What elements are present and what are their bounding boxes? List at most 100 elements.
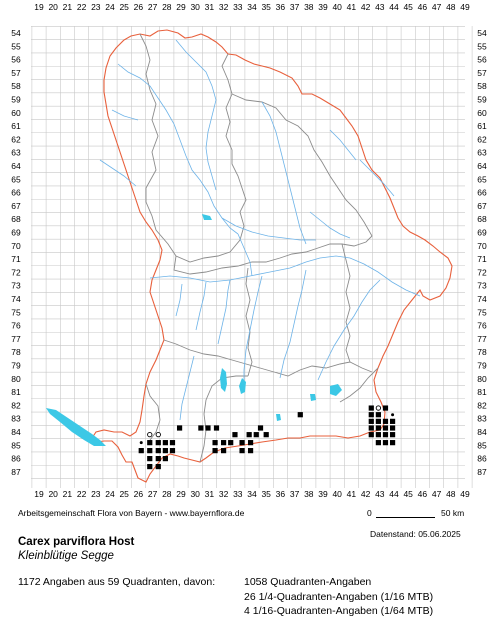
x-grid-label: 37 [290,2,300,12]
occurrence-square [147,463,153,470]
occurrence-square [368,405,374,411]
x-grid-label: 44 [389,2,399,12]
x-grid-label: 41 [347,489,357,499]
y-grid-label: 77 [11,334,21,344]
occurrence-square [162,448,168,454]
occurrence-open-circle [375,405,382,411]
occurrence-small-dot [139,441,143,445]
stat-quadrant-records: 1058 Quadranten-Angaben [244,576,372,588]
y-grid-label: 70 [477,241,487,251]
y-grid-label: 72 [11,267,21,277]
y-grid-label: 64 [11,161,21,171]
x-grid-label: 25 [119,2,129,12]
y-grid-label: 61 [11,121,21,131]
credit-text: Arbeitsgemeinschaft Flora von Bayern - w… [18,508,245,518]
x-grid-label: 29 [176,2,186,12]
y-grid-label: 54 [11,28,21,38]
y-grid-label: 60 [477,108,487,118]
y-grid-label: 87 [11,467,21,477]
x-grid-label: 32 [219,489,229,499]
x-grid-label: 21 [63,489,73,499]
occurrence-square [382,405,389,411]
occurrence-square [246,432,252,438]
occurrence-square [257,425,264,431]
occurrence-markers [138,405,396,470]
x-grid-label: 43 [375,489,385,499]
y-grid-label: 70 [11,241,21,251]
y-grid-label: 64 [477,161,487,171]
occurrence-square [176,425,183,431]
y-grid-label: 72 [477,267,487,277]
stat-quarter-quadrant-records: 26 1/4-Quadranten-Angaben (1/16 MTB) [244,591,434,603]
occurrence-square [382,432,389,438]
x-grid-label: 46 [418,2,428,12]
x-grid-label: 27 [148,2,158,12]
y-grid-label: 66 [477,188,487,198]
y-grid-label: 55 [477,41,487,51]
y-grid-label: 84 [11,427,21,437]
x-grid-label: 38 [304,489,314,499]
occurrence-square [389,432,396,438]
y-grid-label: 71 [477,254,487,264]
occurrence-square [247,440,254,446]
district-borders [139,33,379,463]
y-grid-label: 66 [11,188,21,198]
y-grid-label: 80 [477,374,487,384]
x-grid-label: 33 [233,2,243,12]
y-grid-label: 63 [11,148,21,158]
y-grid-label: 69 [477,228,487,238]
y-grid-label: 59 [477,95,487,105]
occurrence-square [375,440,381,446]
state-border [91,29,453,483]
occurrence-square [375,425,381,431]
occurrence-square [212,440,218,446]
y-grid-label: 83 [11,414,21,424]
y-grid-label: 82 [477,400,487,410]
y-grid-label: 56 [477,55,487,65]
y-grid-label: 57 [11,68,21,78]
y-grid-label: 79 [477,361,487,371]
y-grid-label: 77 [477,334,487,344]
x-grid-label: 49 [460,2,470,12]
occurrence-square [239,440,245,446]
y-grid-label: 85 [477,440,487,450]
x-grid-label: 22 [77,489,87,499]
x-grid-label: 26 [134,489,144,499]
y-grid-label: 62 [477,134,487,144]
x-grid-label: 26 [134,2,144,12]
occurrence-square [382,425,389,431]
y-grid-label: 61 [477,121,487,131]
x-grid-label: 39 [318,2,328,12]
occurrence-square [297,412,303,418]
occurrence-square [221,440,227,446]
y-grid-label: 85 [11,440,21,450]
x-grid-label: 42 [361,2,371,12]
occurrence-square [368,425,374,431]
y-grid-label: 81 [11,387,21,397]
occurrence-square [228,440,234,446]
scale-bar [376,517,435,518]
occurrence-square [375,432,381,438]
x-grid-label: 37 [290,489,300,499]
y-grid-label: 65 [11,174,21,184]
occurrence-square [198,425,204,431]
x-grid-label: 39 [318,489,328,499]
y-grid-label: 73 [11,281,21,291]
occurrence-square [155,448,161,454]
x-grid-label: 28 [162,489,172,499]
x-grid-label: 29 [176,489,186,499]
x-grid-label: 34 [247,2,257,12]
occurrence-small-dot [391,413,395,417]
x-grid-label: 28 [162,2,172,12]
y-grid-label: 81 [477,387,487,397]
x-grid-label: 32 [219,2,229,12]
y-grid-label: 58 [477,81,487,91]
occurrence-square [389,425,396,431]
y-grid-label: 67 [477,201,487,211]
occurrence-square [382,418,389,424]
x-grid-label: 47 [432,2,442,12]
occurrence-square [368,412,374,418]
distribution-map: 19 19 20 20 21 21 22 22 23 23 24 24 25 25 26 26 27 27 28 28… [11,2,487,499]
y-grid-label: 63 [477,148,487,158]
y-grid-label: 54 [477,28,487,38]
